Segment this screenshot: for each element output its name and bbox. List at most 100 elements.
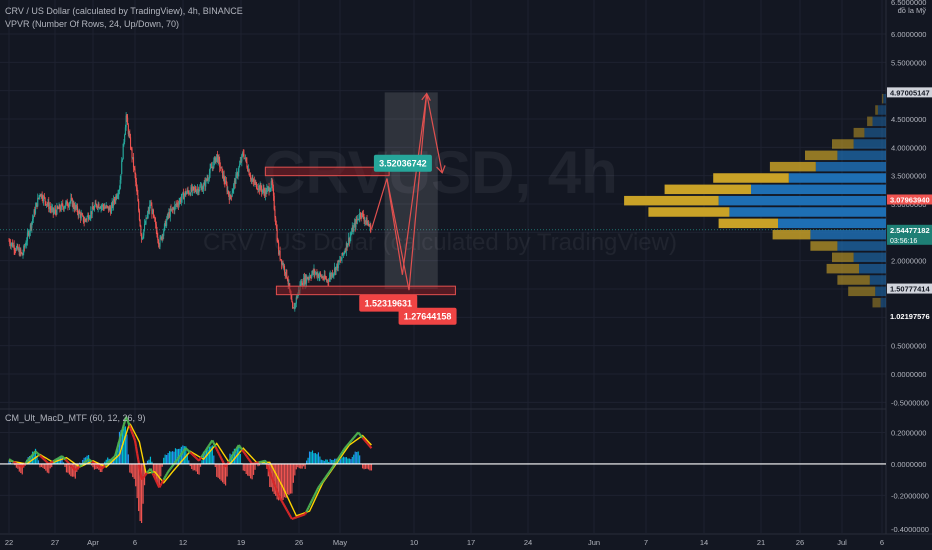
- candle-body: [278, 250, 280, 255]
- candle-body: [36, 203, 38, 207]
- macd-line-segment: [156, 482, 160, 486]
- x-tick-label: 14: [700, 538, 708, 547]
- candle-body: [359, 212, 361, 216]
- candle-body: [314, 269, 316, 274]
- candle-body: [54, 209, 56, 212]
- candle-body: [230, 195, 232, 197]
- time-axis[interactable]: 22 27 Apr 6 12 19 26 May 10 17 24 Jun 7 14 21 26 Jul 6: [5, 538, 884, 547]
- candle-body: [20, 252, 23, 254]
- x-tick-label: 6: [133, 538, 137, 547]
- macd-line-segment: [92, 461, 95, 465]
- macd-line-segment: [154, 479, 159, 484]
- macd-histogram-bar: [37, 460, 40, 465]
- macd-line-segment: [221, 459, 225, 464]
- symbol-title[interactable]: CRV / US Dollar (calculated by TradingVi…: [5, 6, 243, 16]
- macd-line-segment: [339, 452, 343, 456]
- candle-body: [185, 191, 187, 195]
- drawing-annotations[interactable]: 3.52036742 1.52319631 1.27644158: [264, 92, 457, 325]
- candle-body: [283, 265, 286, 273]
- macd-line-segment: [344, 446, 347, 449]
- candle-body: [182, 192, 184, 194]
- watermark-description: CRV / US Dollar (calculated by TradingVi…: [203, 229, 677, 256]
- candle-body: [157, 239, 160, 245]
- macd-line-segment: [18, 464, 21, 467]
- macd-line-segment: [162, 477, 166, 481]
- macd-line-segment: [127, 422, 131, 426]
- candle-body: [183, 192, 185, 200]
- candle-body: [251, 178, 253, 181]
- candle-body: [62, 204, 64, 208]
- candle-body: [211, 166, 213, 168]
- macd-line-segment: [309, 500, 313, 504]
- candle-body: [70, 198, 72, 202]
- macd-histogram-bar: [211, 445, 213, 465]
- macd-line-segment: [335, 459, 339, 463]
- candle-body: [180, 198, 182, 202]
- candle-body: [39, 194, 41, 196]
- candle-body: [82, 215, 84, 222]
- macd-line-segment: [160, 481, 164, 485]
- candle-body: [169, 209, 171, 217]
- candle-body: [100, 206, 102, 209]
- candle-body: [104, 207, 107, 209]
- candle-body: [178, 201, 180, 206]
- vpvr-title[interactable]: VPVR (Number Of Rows, 24, Up/Down, 70): [5, 19, 179, 29]
- candle-body: [145, 217, 147, 224]
- candle-body: [49, 206, 51, 209]
- macd-line-segment: [243, 452, 247, 456]
- macd-histogram-bar: [45, 463, 47, 471]
- candle-body: [308, 278, 310, 279]
- macd-line-segment: [104, 463, 107, 467]
- price-callout-label: 3.52036742: [379, 159, 427, 169]
- candle-body: [199, 186, 202, 188]
- vp-row-up: [869, 275, 886, 285]
- macd-histogram-bar: [230, 454, 233, 465]
- macd-line-segment: [42, 457, 46, 461]
- candle-body: [261, 190, 263, 192]
- candle-body: [180, 199, 182, 202]
- candle-body: [194, 188, 196, 190]
- macd-histogram-bar: [17, 463, 19, 469]
- candle-body: [222, 174, 224, 178]
- candle-body: [352, 227, 354, 232]
- macd-line-segment: [266, 466, 270, 470]
- candle-body: [309, 276, 311, 279]
- candle-body: [189, 193, 191, 196]
- candle-body: [219, 159, 221, 168]
- candle-body: [107, 206, 109, 208]
- macd-line-segment: [354, 434, 357, 438]
- macd-line-segment: [108, 459, 112, 463]
- candle-body: [287, 280, 289, 285]
- candle-body: [323, 274, 325, 279]
- countdown-label: 03:56:16: [890, 238, 917, 245]
- candle-body: [349, 236, 351, 242]
- macd-line-segment: [174, 459, 178, 463]
- candle-body: [199, 186, 201, 191]
- candle-body: [361, 212, 363, 218]
- candle-body: [51, 208, 53, 210]
- price-axis[interactable]: 6.00000005.50000005.00000004.50000004.00…: [887, 0, 932, 534]
- candle-body: [365, 218, 367, 221]
- candle-body: [247, 169, 249, 171]
- vp-row-down: [805, 150, 838, 161]
- macd-line-segment: [63, 457, 67, 461]
- macd-title[interactable]: CM_Ult_MacD_MTF (60, 12, 26, 9): [5, 413, 146, 423]
- candle-body: [51, 207, 54, 209]
- macd-line-segment: [122, 420, 127, 425]
- macd-histogram-bar: [238, 445, 240, 465]
- macd-histogram-bar: [257, 463, 259, 467]
- candle-body: [88, 218, 90, 220]
- candle-body: [317, 274, 319, 278]
- macd-line-segment: [326, 472, 330, 476]
- macd-line-segment: [109, 458, 113, 462]
- vp-row-down: [867, 116, 873, 127]
- macd-histogram-bar: [291, 463, 293, 494]
- vp-row-down: [832, 252, 854, 263]
- macd-histogram-bar: [188, 460, 190, 465]
- x-tick-label: 19: [237, 538, 245, 547]
- candle-body: [87, 215, 89, 217]
- vp-row-up: [875, 286, 886, 297]
- candle-body: [339, 260, 342, 262]
- macd-line-segment: [334, 461, 338, 465]
